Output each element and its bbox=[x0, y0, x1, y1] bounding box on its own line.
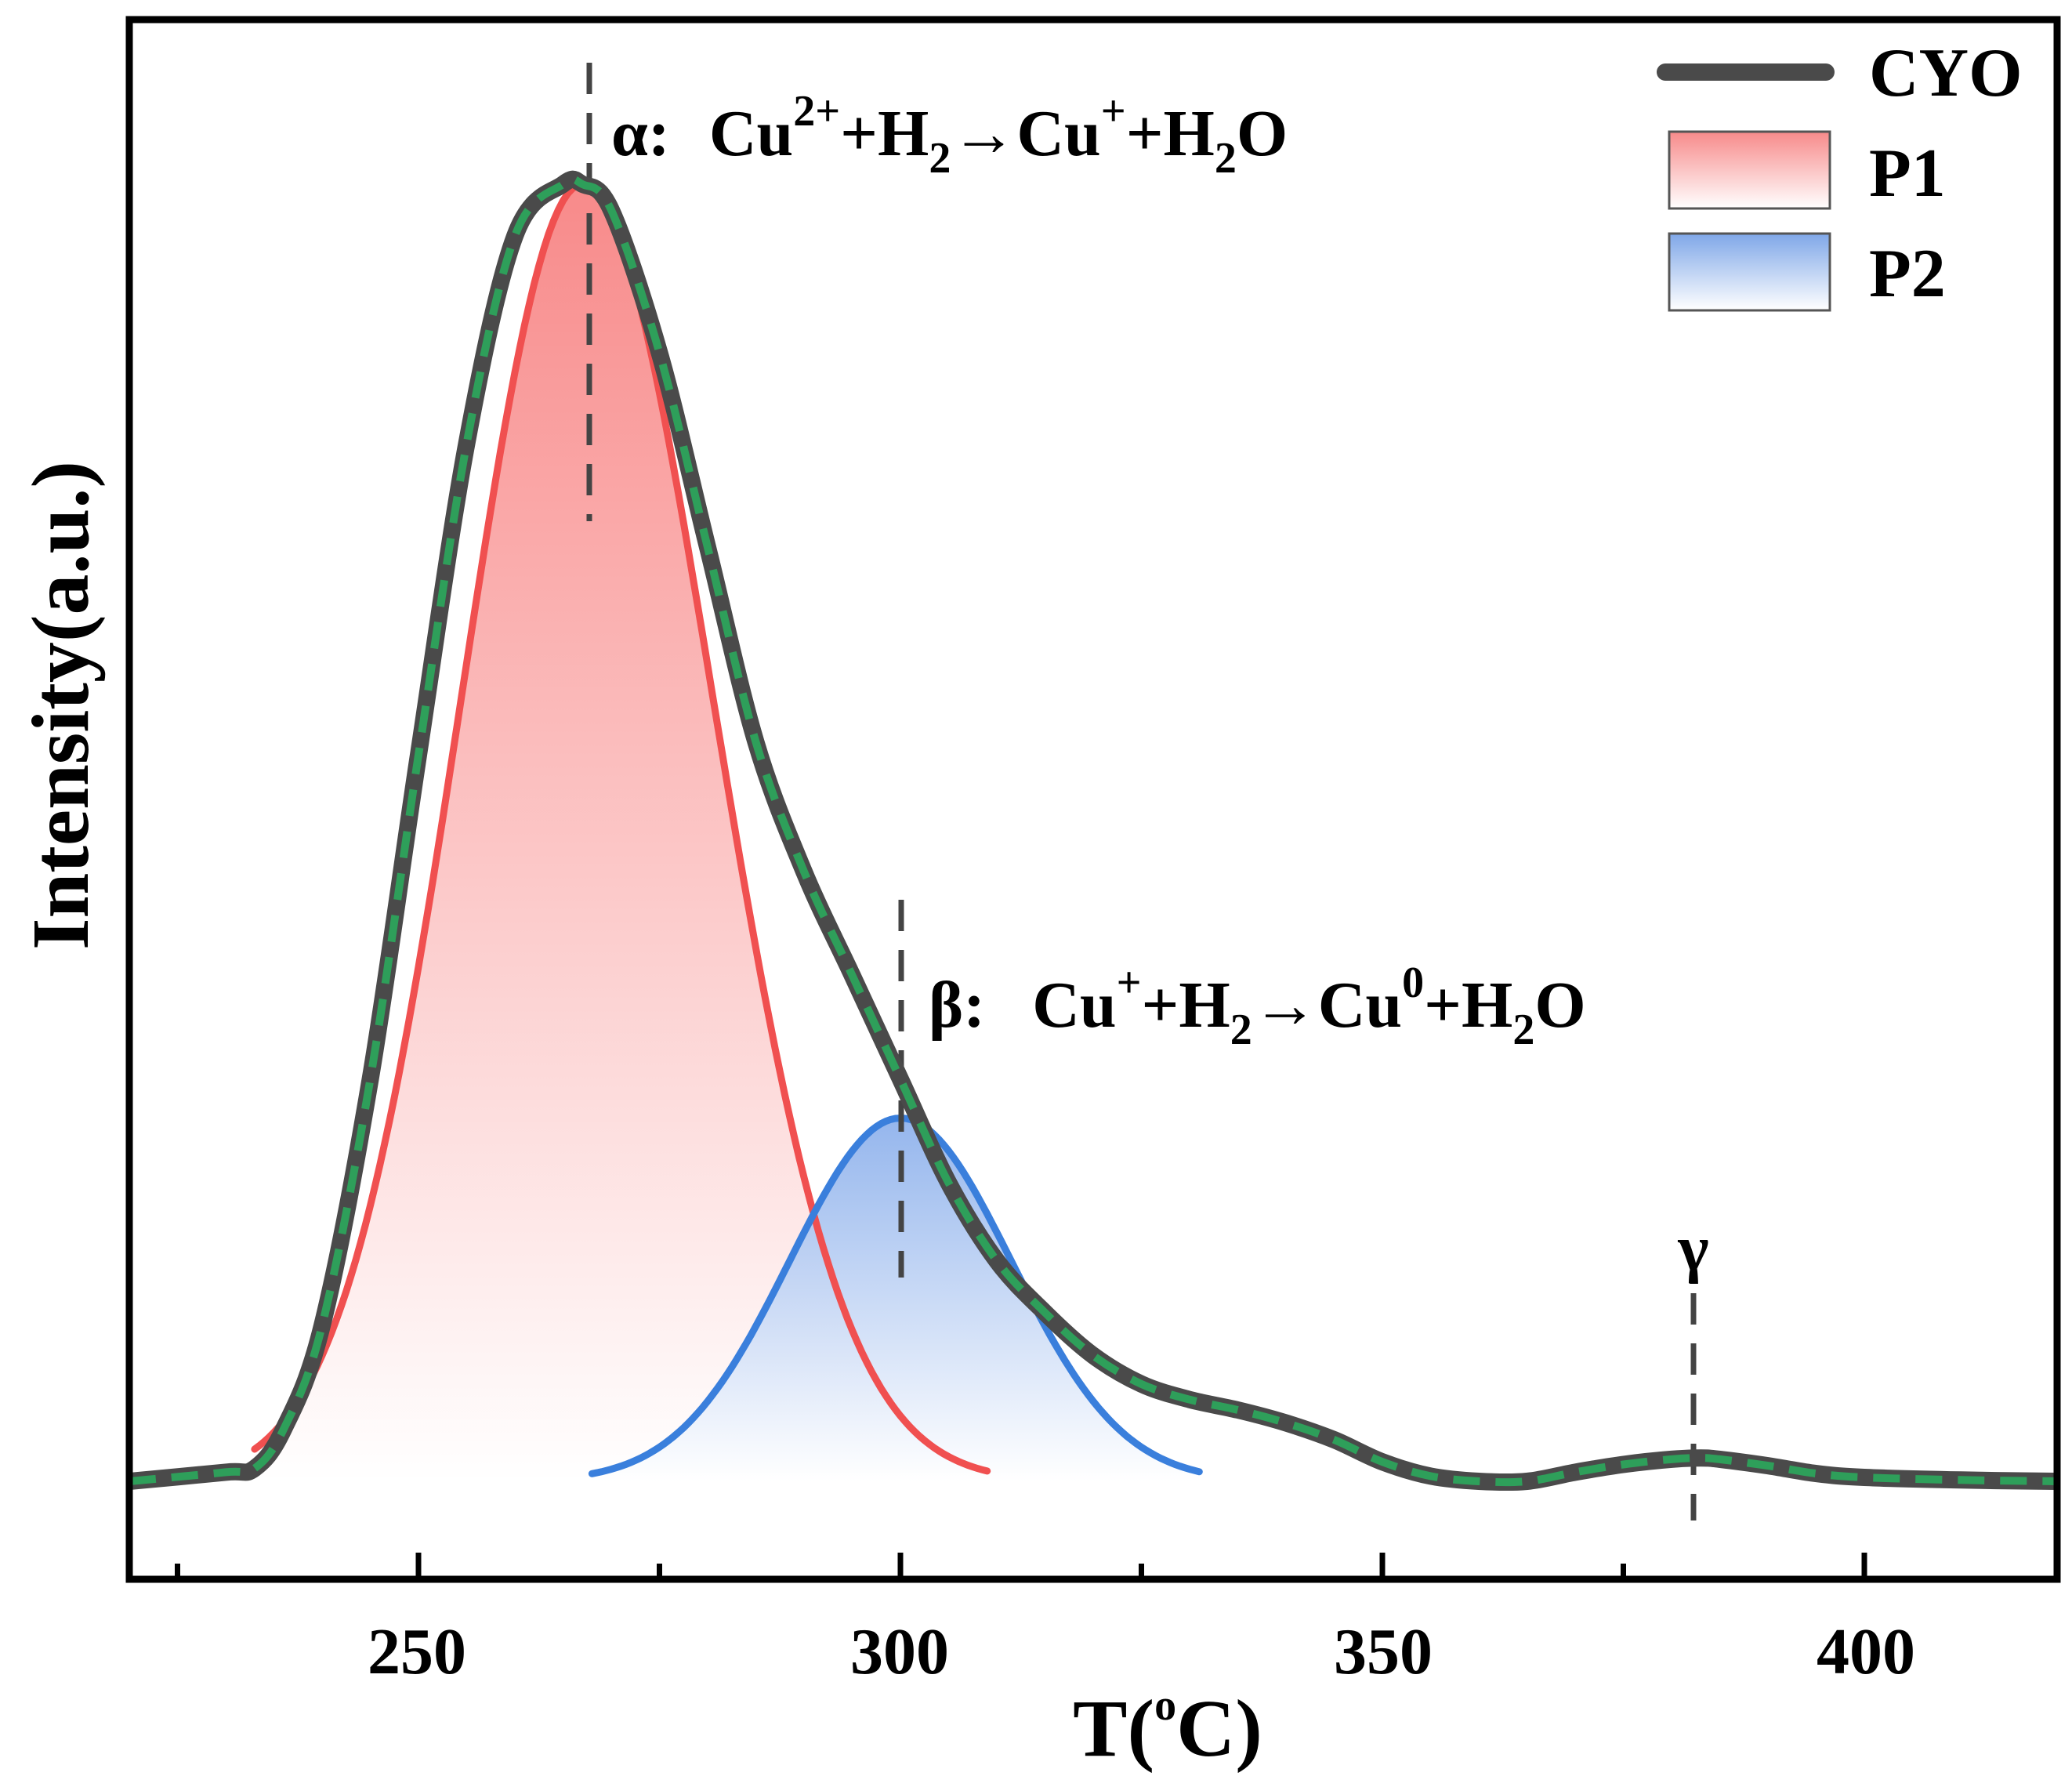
x-tick-labels: 250 300 350 400 bbox=[368, 1615, 1915, 1688]
legend-p1-swatch bbox=[1668, 130, 1831, 210]
fit-curve bbox=[129, 175, 2057, 1487]
tick-label-400: 400 bbox=[1817, 1615, 1915, 1688]
alpha-annotation: α: Cu2++H2→Cu++H2O bbox=[611, 87, 1288, 183]
x-ticks bbox=[175, 1553, 1867, 1579]
peak-layer bbox=[251, 180, 1203, 1481]
p2-fill bbox=[592, 1118, 1200, 1481]
legend-p2-swatch bbox=[1668, 232, 1831, 312]
p2-curve bbox=[588, 1115, 1203, 1477]
tick-label-300: 300 bbox=[850, 1615, 949, 1688]
tick-label-350: 350 bbox=[1334, 1615, 1433, 1688]
y-axis-title: Intensity(a.u.) bbox=[16, 461, 106, 950]
legend: CYO P1 P2 bbox=[1657, 35, 2023, 312]
annotation-lines bbox=[586, 63, 1697, 1520]
gamma-annotation: γ bbox=[1677, 1212, 1708, 1285]
p1-fill bbox=[254, 184, 987, 1481]
legend-p2-label: P2 bbox=[1869, 236, 1946, 312]
plot-frame bbox=[125, 16, 2061, 1583]
beta-annotation: β: Cu++H2→Cu0+H2O bbox=[929, 959, 1586, 1054]
x-axis-title: T(oC) bbox=[1073, 1681, 1262, 1774]
tick-label-250: 250 bbox=[368, 1615, 466, 1688]
legend-cyo-label: CYO bbox=[1869, 35, 2023, 111]
legend-p1-label: P1 bbox=[1869, 136, 1946, 212]
